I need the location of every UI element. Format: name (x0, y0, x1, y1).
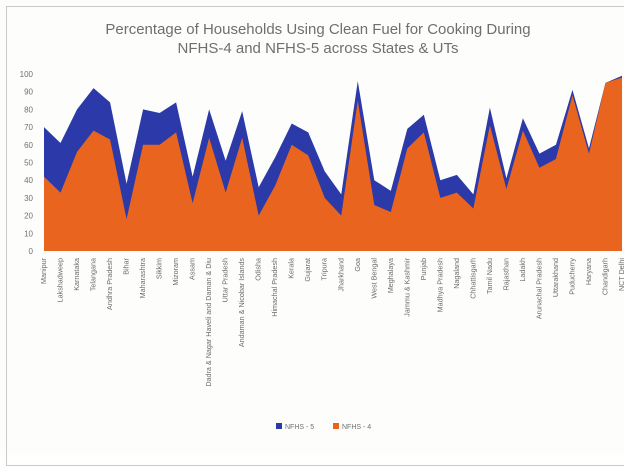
x-tick-label-telangana: Telangana (89, 258, 98, 291)
x-tick-label-arunachal-pradesh: Arunachal Pradesh (534, 258, 543, 319)
x-tick-label-chhattisgarh: Chhattisgarh (468, 258, 477, 299)
y-tick-label: 70 (24, 123, 33, 132)
x-tick-label-mizoram: Mizoram (171, 258, 180, 286)
x-tick-label-sikkim: Sikkim (155, 258, 164, 279)
area-chart: Percentage of Households Using Clean Fue… (20, 21, 624, 431)
y-tick-label: 40 (24, 176, 33, 185)
y-tick-label: 100 (20, 70, 34, 79)
x-tick-label-tripura: Tripura (320, 258, 329, 281)
chart-title-line-1: Percentage of Households Using Clean Fue… (105, 21, 530, 38)
x-tick-label-jammu-and-kashmir: Jammu & Kashmir (402, 257, 411, 316)
x-tick-label-maharashtra: Maharashtra (138, 258, 147, 298)
y-tick-label: 60 (24, 141, 33, 150)
x-tick-label-nct-delhi: NCT Delhi (617, 258, 624, 291)
y-tick-label: 90 (24, 88, 33, 97)
chart-frame: Percentage of Households Using Clean Fue… (6, 6, 624, 466)
x-tick-label-meghalaya: Meghalaya (386, 258, 395, 293)
x-tick-label-uttarakhand: Uttarakhand (551, 258, 560, 297)
x-tick-label-karnataka: Karnataka (72, 258, 81, 291)
x-tick-label-rajasthan: Rajasthan (501, 258, 510, 290)
y-axis: 0 10 20 30 40 50 60 70 80 90 100 (20, 70, 34, 256)
x-tick-label-andhra-pradesh: Andhra Pradesh (105, 258, 114, 310)
x-tick-label-lakshadweep: Lakshadweep (56, 258, 65, 302)
y-tick-label: 20 (24, 212, 33, 221)
x-tick-label-punjab: Punjab (419, 258, 428, 280)
x-tick-label-madhya-pradesh: Madhya Pradesh (435, 258, 444, 312)
x-tick-label-west-bengal: West Bengal (369, 258, 378, 299)
x-tick-label-gujarat: Gujarat (303, 258, 312, 282)
legend-swatch-nfhs-5 (276, 423, 282, 429)
y-tick-label: 80 (24, 105, 33, 114)
plot-areas (44, 75, 622, 252)
x-tick-label-assam: Assam (188, 258, 197, 280)
area-series-nfhs-4 (44, 77, 622, 251)
x-tick-label-uttar-pradesh: Uttar Pradesh (221, 258, 230, 302)
x-tick-label-jharkhand: Jharkhand (336, 258, 345, 292)
x-tick-label-puducherry: Puducherry (567, 258, 576, 295)
x-tick-label-goa: Goa (353, 258, 362, 272)
x-tick-label-kerala: Kerala (287, 258, 296, 279)
legend-swatch-nfhs-4 (333, 423, 339, 429)
x-tick-label-dadra-and-nagar-haveli-and-daman-and-diu: Dadra & Nagar Haveli and Daman & Diu (204, 258, 213, 387)
x-tick-label-tamil-nadu: Tamil Nadu (485, 258, 494, 294)
legend-label-nfhs-5: NFHS - 5 (285, 424, 314, 431)
x-tick-label-chandigarh: Chandigarh (600, 258, 609, 295)
x-tick-label-manipur: Manipur (39, 257, 48, 284)
x-tick-label-andaman-and-nicobar-islands: Andaman & Nicobar Islands (237, 258, 246, 347)
y-tick-label: 30 (24, 194, 33, 203)
x-tick-label-haryana: Haryana (584, 258, 593, 285)
x-tick-label-bihar: Bihar (122, 257, 131, 274)
x-tick-label-himachal-pradesh: Himachal Pradesh (270, 258, 279, 317)
x-axis: Manipur Lakshadweep Karnataka Telangana Andh… (39, 257, 624, 386)
legend: NFHS - 5 NFHS - 4 (276, 423, 371, 431)
x-tick-label-odisha: Odisha (254, 258, 263, 281)
legend-label-nfhs-4: NFHS - 4 (342, 424, 371, 431)
x-tick-label-ladakh: Ladakh (518, 258, 527, 282)
y-tick-label: 10 (24, 229, 33, 238)
y-tick-label: 50 (24, 159, 33, 168)
chart-title-line-2: NFHS-4 and NFHS-5 across States & UTs (178, 40, 459, 57)
y-tick-label: 0 (29, 247, 34, 256)
x-tick-label-nagaland: Nagaland (452, 258, 461, 289)
